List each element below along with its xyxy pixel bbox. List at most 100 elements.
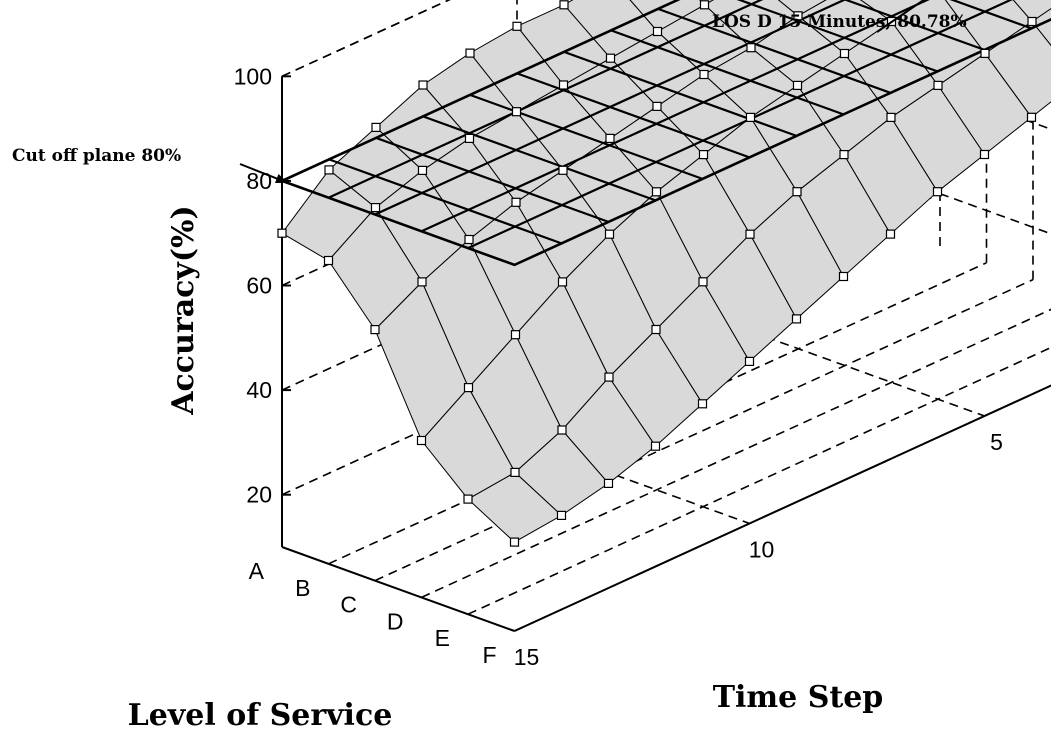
time-tick-label: 5: [990, 429, 1003, 455]
data-point-marker: [511, 107, 522, 117]
data-point-marker: [1027, 16, 1037, 27]
cutoff-plane-line: [375, 136, 609, 223]
floor-gridline-time: [751, 331, 985, 417]
y-axis-title: Time Step: [713, 680, 884, 715]
data-point-marker: [979, 149, 990, 160]
data-point-marker: [652, 26, 663, 37]
cutoff-plane-outline: [278, 0, 1051, 267]
data-point-marker: [652, 101, 662, 112]
los-tick-label: B: [295, 575, 310, 601]
floor-gridline-los: [374, 278, 1034, 582]
data-point-marker: [605, 53, 616, 63]
data-point-marker: [746, 43, 756, 53]
data-point-marker: [886, 112, 896, 123]
data-point-marker: [699, 69, 709, 80]
cutoff-plane-line: [422, 115, 656, 202]
data-point-marker: [791, 314, 802, 324]
los-d-annotation-arrow: [876, 0, 926, 33]
data-point-marker: [509, 537, 520, 547]
data-point-marker: [698, 150, 709, 160]
data-point-marker: [418, 80, 428, 90]
time-axis-line: [514, 384, 1051, 632]
data-point-marker: [510, 330, 521, 340]
data-point-marker: [604, 229, 615, 239]
z-tick-label: 60: [246, 273, 272, 299]
data-point-marker: [744, 356, 755, 366]
data-point-marker: [463, 494, 473, 504]
data-point-marker: [745, 112, 756, 123]
data-point-marker: [651, 187, 662, 197]
data-point-marker: [838, 271, 849, 282]
data-point-marker: [465, 48, 475, 58]
data-point-marker: [417, 165, 428, 175]
data-point-marker: [463, 383, 474, 393]
los-tick-label: C: [340, 592, 357, 618]
los-tick-label: D: [387, 608, 404, 634]
data-point-marker: [745, 229, 755, 239]
data-point-marker: [697, 399, 708, 409]
time-axis-tick-labels: 15 10 5: [514, 429, 1003, 670]
data-point-marker: [464, 133, 475, 143]
los-tick-label: A: [249, 558, 265, 584]
data-point-marker: [980, 48, 990, 59]
data-point-marker: [932, 187, 943, 197]
data-point-marker: [557, 277, 568, 287]
data-point-marker: [370, 203, 381, 213]
cutoff-plane-line: [949, 0, 1032, 30]
z-gridline-side: [939, 192, 1051, 235]
floor-gridline-los: [467, 346, 1051, 615]
annotation-arrows: [239, 0, 926, 184]
data-point-marker: [323, 255, 334, 266]
data-point-marker: [464, 234, 474, 245]
floor-gridline-time: [516, 438, 750, 525]
cutoff-plane-line: [610, 29, 844, 116]
data-point-marker: [651, 324, 661, 335]
cutoff-plane-annotation: Cut off plane 80%: [12, 146, 181, 166]
cutoff-plane-line: [657, 7, 891, 94]
los-tick-label: E: [435, 625, 450, 651]
z-tick-label: 20: [246, 482, 272, 508]
data-point-marker: [839, 48, 850, 59]
data-point-marker: [885, 229, 896, 239]
data-point-marker: [699, 0, 710, 10]
data-point-marker: [557, 425, 567, 435]
los-axis-line: [281, 546, 515, 632]
data-point-marker: [510, 467, 520, 477]
cutoff-annotation-arrow-head: [275, 173, 288, 183]
time-tick-label: 10: [749, 537, 775, 563]
z-tick-label: 40: [246, 377, 272, 403]
data-point-marker: [277, 228, 287, 238]
data-point-marker: [793, 11, 803, 21]
cutoff-plane: [278, 0, 1051, 267]
floor-gridline-los: [421, 308, 1051, 599]
data-point-markers: [277, 0, 1037, 547]
data-point-marker: [792, 187, 802, 197]
data-point-marker: [1026, 112, 1037, 122]
data-point-marker: [933, 80, 943, 91]
data-point-marker: [371, 122, 381, 133]
data-point-marker: [698, 277, 708, 287]
z-axis-title: Accuracy(%): [166, 205, 201, 415]
data-point-marker: [650, 441, 661, 451]
cutoff-plane-line: [843, 0, 985, 51]
data-point-marker: [416, 435, 427, 446]
cutoff-plane-line: [469, 93, 703, 180]
data-point-marker: [558, 80, 569, 90]
data-point-marker: [558, 165, 568, 175]
data-point-marker: [511, 197, 521, 207]
cutoff-plane-line: [563, 50, 797, 137]
los-tick-label: F: [482, 642, 496, 668]
los-d-annotation: LOS D 15 Minutes, 80.78%: [712, 12, 967, 32]
x-axis-title: Level of Service: [128, 698, 393, 731]
data-point-marker: [417, 277, 427, 287]
data-point-marker: [559, 0, 569, 10]
z-tick-label: 100: [234, 63, 272, 89]
data-point-marker: [512, 21, 522, 31]
time-tick-label: 15: [514, 644, 540, 670]
data-point-marker: [603, 478, 614, 488]
cutoff-plane-line: [736, 0, 938, 73]
cutoff-plane-line: [328, 158, 562, 245]
data-point-marker: [324, 165, 334, 175]
top-edge-back: [281, 0, 451, 78]
